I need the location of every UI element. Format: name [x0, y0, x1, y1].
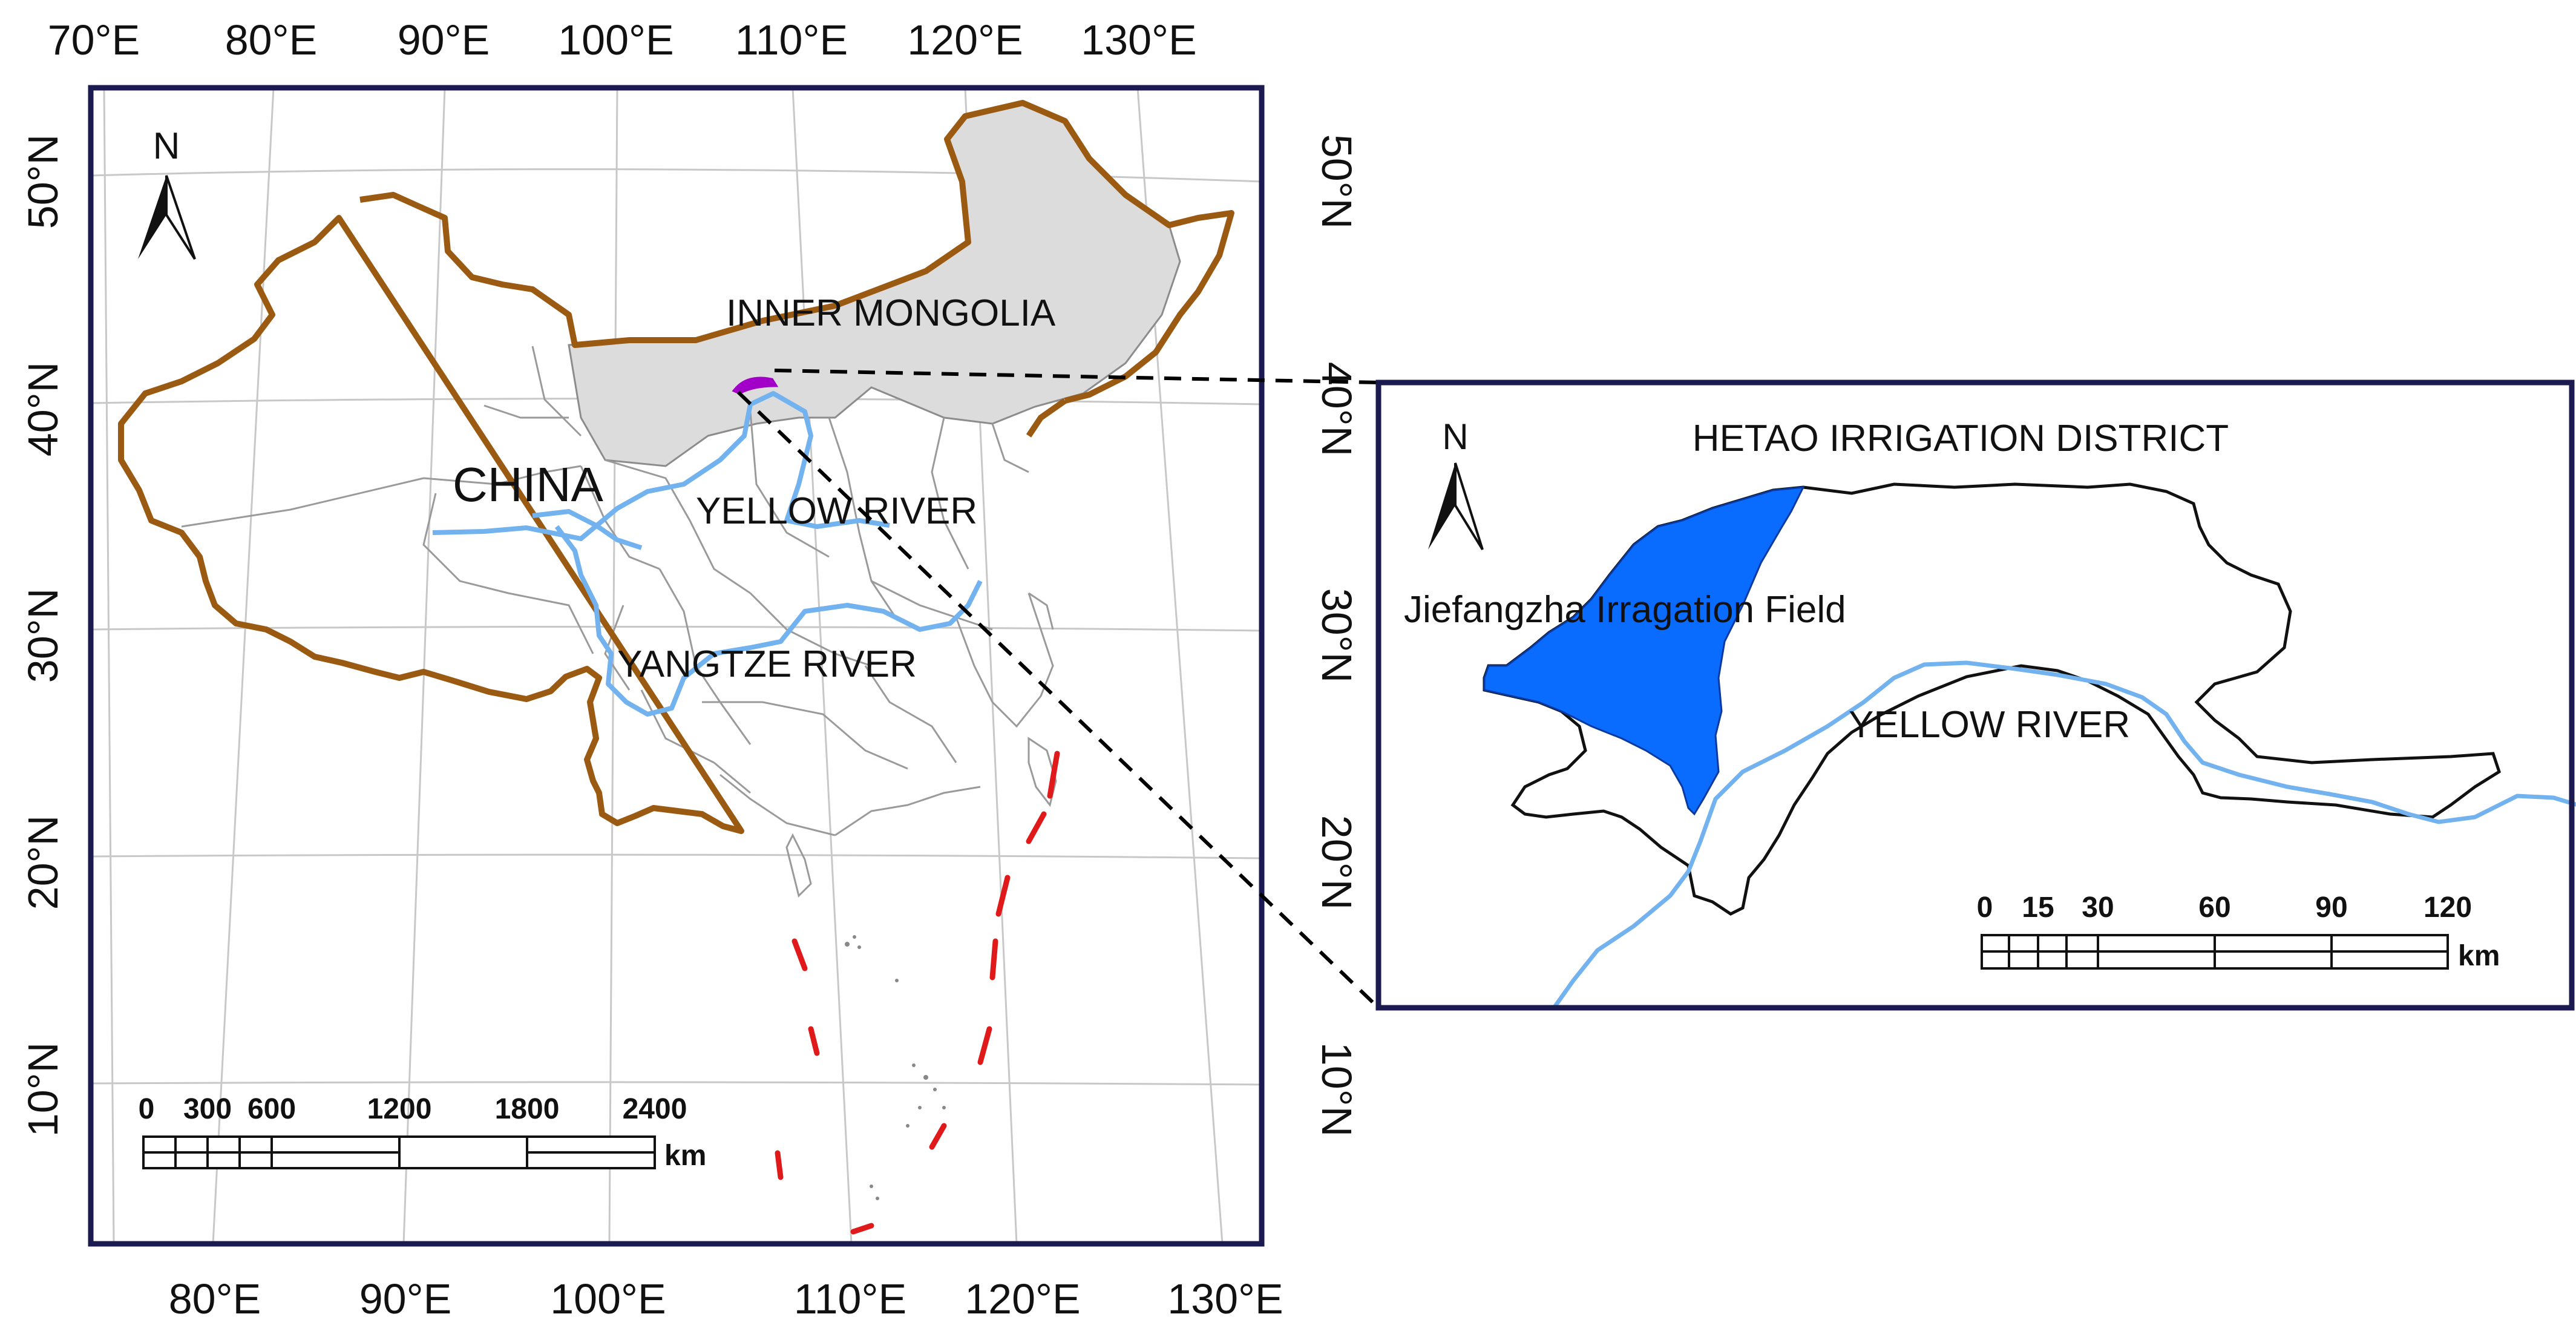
right-lat-label: 30°N [1313, 588, 1360, 683]
right-lat-label: 10°N [1313, 1042, 1360, 1137]
inset-yellow-river-label: YELLOW RIVER [1849, 704, 2130, 746]
inset-scale-tick: 60 [2198, 892, 2230, 924]
china-national-border [118, 100, 1234, 834]
left-lat-label: 40°N [19, 362, 67, 456]
top-longitude-labels: 70°E 80°E 90°E 100°E 110°E 120°E 130°E [48, 16, 1197, 64]
main-north-arrow: N [138, 125, 196, 260]
yangtze-river-line [554, 525, 983, 717]
left-lat-label: 30°N [19, 588, 67, 683]
bottom-longitude-labels: 80°E 90°E 100°E 110°E 120°E 130°E [169, 1275, 1283, 1322]
top-lon-label: 80°E [225, 16, 318, 64]
inset-north-label: N [1442, 416, 1468, 457]
yangtze-river-label: YANGTZE RIVER [617, 643, 917, 685]
yellow-river-label: YELLOW RIVER [696, 490, 977, 532]
main-scale-tick: 600 [247, 1093, 296, 1125]
inset-scale-unit: km [2458, 940, 2500, 972]
jiefangzha-label: Jiefangzha Irragation Field [1404, 589, 1846, 631]
inset-title: HETAO IRRIGATION DISTRICT [1693, 418, 2229, 459]
top-lon-label: 130°E [1081, 16, 1196, 64]
inset-scale-tick: 30 [2082, 892, 2114, 924]
top-lon-label: 110°E [735, 16, 848, 64]
main-scale-unit: km [664, 1140, 706, 1172]
top-lon-label: 120°E [907, 16, 1023, 64]
inset-scale-tick: 0 [1977, 892, 1993, 924]
right-lat-label: 20°N [1313, 815, 1360, 910]
left-lat-label: 10°N [19, 1042, 67, 1137]
bottom-lon-label: 100°E [550, 1275, 666, 1322]
main-north-label: N [153, 125, 180, 167]
china-border-east-segment [1026, 398, 1067, 438]
top-lon-label: 100°E [558, 16, 673, 64]
main-scale-tick: 2400 [623, 1093, 687, 1125]
right-lat-label: 40°N [1313, 362, 1360, 456]
nine-dash-line [775, 751, 1060, 1235]
study-area-marker [732, 376, 779, 395]
inset-map: N HETAO IRRIGATION DISTRICT Jiefangzha I… [1375, 380, 2576, 1011]
inset-scale-tick: 90 [2315, 892, 2347, 924]
jiefangzha-field [1483, 486, 1805, 816]
inset-scale-tick: 15 [2022, 892, 2054, 924]
leader-lines [736, 369, 1380, 1010]
inset-north-arrow: N [1428, 416, 1484, 551]
inset-map-frame [1375, 380, 2575, 1011]
top-lon-label: 70°E [48, 16, 140, 64]
bottom-lon-label: 130°E [1167, 1275, 1283, 1322]
bottom-lon-label: 90°E [359, 1275, 452, 1322]
south-china-sea-islands [845, 935, 946, 1200]
yellow-river-west-branch [532, 509, 643, 550]
bottom-lon-label: 110°E [794, 1275, 906, 1322]
inset-yellow-river [1552, 660, 2576, 1010]
main-scale-tick: 0 [139, 1093, 155, 1125]
main-scale-bar: 0 300 600 1200 1800 2400 km [139, 1093, 707, 1172]
left-lat-label: 20°N [19, 815, 67, 910]
left-latitude-labels: 50°N 40°N 30°N 20°N 10°N [19, 134, 67, 1137]
main-scale-tick: 1200 [367, 1093, 432, 1125]
main-scale-tick: 300 [183, 1093, 232, 1125]
left-lat-label: 50°N [19, 134, 67, 229]
inset-scale-tick: 120 [2424, 892, 2472, 924]
rivers [432, 391, 983, 717]
bottom-lon-label: 80°E [169, 1275, 261, 1322]
inner-mongolia-label: INNER MONGOLIA [726, 292, 1056, 334]
right-lat-label: 50°N [1313, 134, 1360, 229]
bottom-lon-label: 120°E [965, 1275, 1080, 1322]
china-label: CHINA [453, 458, 604, 511]
top-lon-label: 90°E [398, 16, 490, 64]
main-scale-tick: 1800 [495, 1093, 560, 1125]
main-map: N CHINA INNER MONGOLIA YELLOW RIVER YANG… [19, 16, 1360, 1322]
inset-scale-bar: 0 15 30 60 90 120 km [1977, 892, 2500, 972]
yellow-river-line [432, 391, 890, 541]
right-latitude-labels: 50°N 40°N 30°N 20°N 10°N [1313, 134, 1360, 1137]
main-map-frame [88, 85, 1265, 1247]
